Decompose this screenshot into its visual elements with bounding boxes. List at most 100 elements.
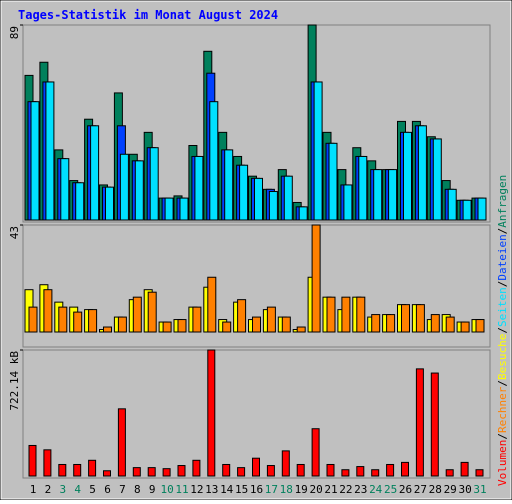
x-tick-label: 18 [280,483,293,496]
bar [147,291,157,333]
bar [43,289,53,333]
x-tick-label: 11 [175,483,188,496]
bar [162,321,172,333]
bar [119,153,129,221]
x-tick-label: 27 [414,483,427,496]
x-tick-label: 13 [205,483,218,496]
bar [432,138,442,221]
legend-separator: / [496,380,509,387]
bar [417,125,427,221]
bar [343,184,353,221]
x-tick-label: 1 [30,483,37,496]
bar [254,177,263,221]
bar [58,306,68,333]
bar [45,81,55,221]
bar [388,169,398,221]
legend: Volumen/Rechner/Besuche/Seiten/Dateien/A… [496,175,509,486]
bar [328,142,338,221]
bar [177,465,186,477]
bar [475,319,485,333]
bar [117,316,127,333]
bar [430,314,440,333]
bar [252,316,261,333]
bar [162,468,171,477]
x-tick-label: 12 [190,483,203,496]
bar [88,459,97,477]
bar [326,296,336,333]
bar [222,463,231,477]
bar [90,125,100,221]
bar [58,463,67,477]
bar [460,461,469,477]
x-tick-label: 6 [104,483,111,496]
x-tick-label: 10 [160,483,173,496]
legend-separator: / [496,327,509,334]
x-tick-label: 21 [324,483,337,496]
bar [237,299,247,333]
bar [207,349,216,477]
x-tick-label: 3 [59,483,66,496]
bar [371,314,381,333]
bar [313,81,323,221]
bar [477,197,487,221]
bar [134,160,144,221]
bar [281,450,290,477]
x-tick-label: 24 [369,483,383,496]
x-tick-label: 15 [235,483,248,496]
x-tick-label: 29 [444,483,457,496]
bar [445,469,454,477]
x-tick-label: 28 [429,483,442,496]
bar [386,463,395,477]
bar [105,186,114,221]
bar [415,368,424,477]
legend-entry: Rechner [496,386,509,433]
bar [132,467,141,477]
bar [358,155,368,221]
bar [43,449,52,477]
x-tick-label: 4 [74,483,81,496]
y-tick-label: 722.14 kB [8,351,21,411]
bar [356,296,366,333]
x-tick-label: 8 [134,483,141,496]
bar [224,149,234,221]
legend-separator: / [496,228,509,235]
bar [401,304,410,333]
x-tick-label: 19 [295,483,308,496]
bar [164,197,174,221]
bar [73,463,82,477]
bar [73,311,83,333]
bar [430,372,439,477]
x-tick-label: 25 [384,483,397,496]
bar [192,459,201,477]
bar [403,131,412,221]
bar [266,465,275,477]
bar [179,197,189,221]
bar [207,276,217,333]
bar [177,319,187,333]
legend-entry: Dateien [496,234,509,280]
bar [311,428,320,477]
bar [460,321,470,333]
bar [192,306,202,333]
x-tick-label: 26 [399,483,412,496]
bar [237,467,246,477]
bar [447,188,457,221]
x-tick-label: 31 [473,483,486,496]
bar [252,457,260,477]
bar [209,101,219,221]
bar [222,321,232,333]
x-tick-label: 22 [339,483,352,496]
bar [149,147,159,221]
panel [22,349,491,479]
bar [75,182,85,221]
bar [296,326,306,333]
x-tick-label: 16 [250,483,263,496]
bar [281,316,291,333]
x-tick-label: 20 [309,483,322,496]
y-tick-label: 43 [8,226,21,239]
bar [266,306,276,333]
bar [103,326,112,333]
